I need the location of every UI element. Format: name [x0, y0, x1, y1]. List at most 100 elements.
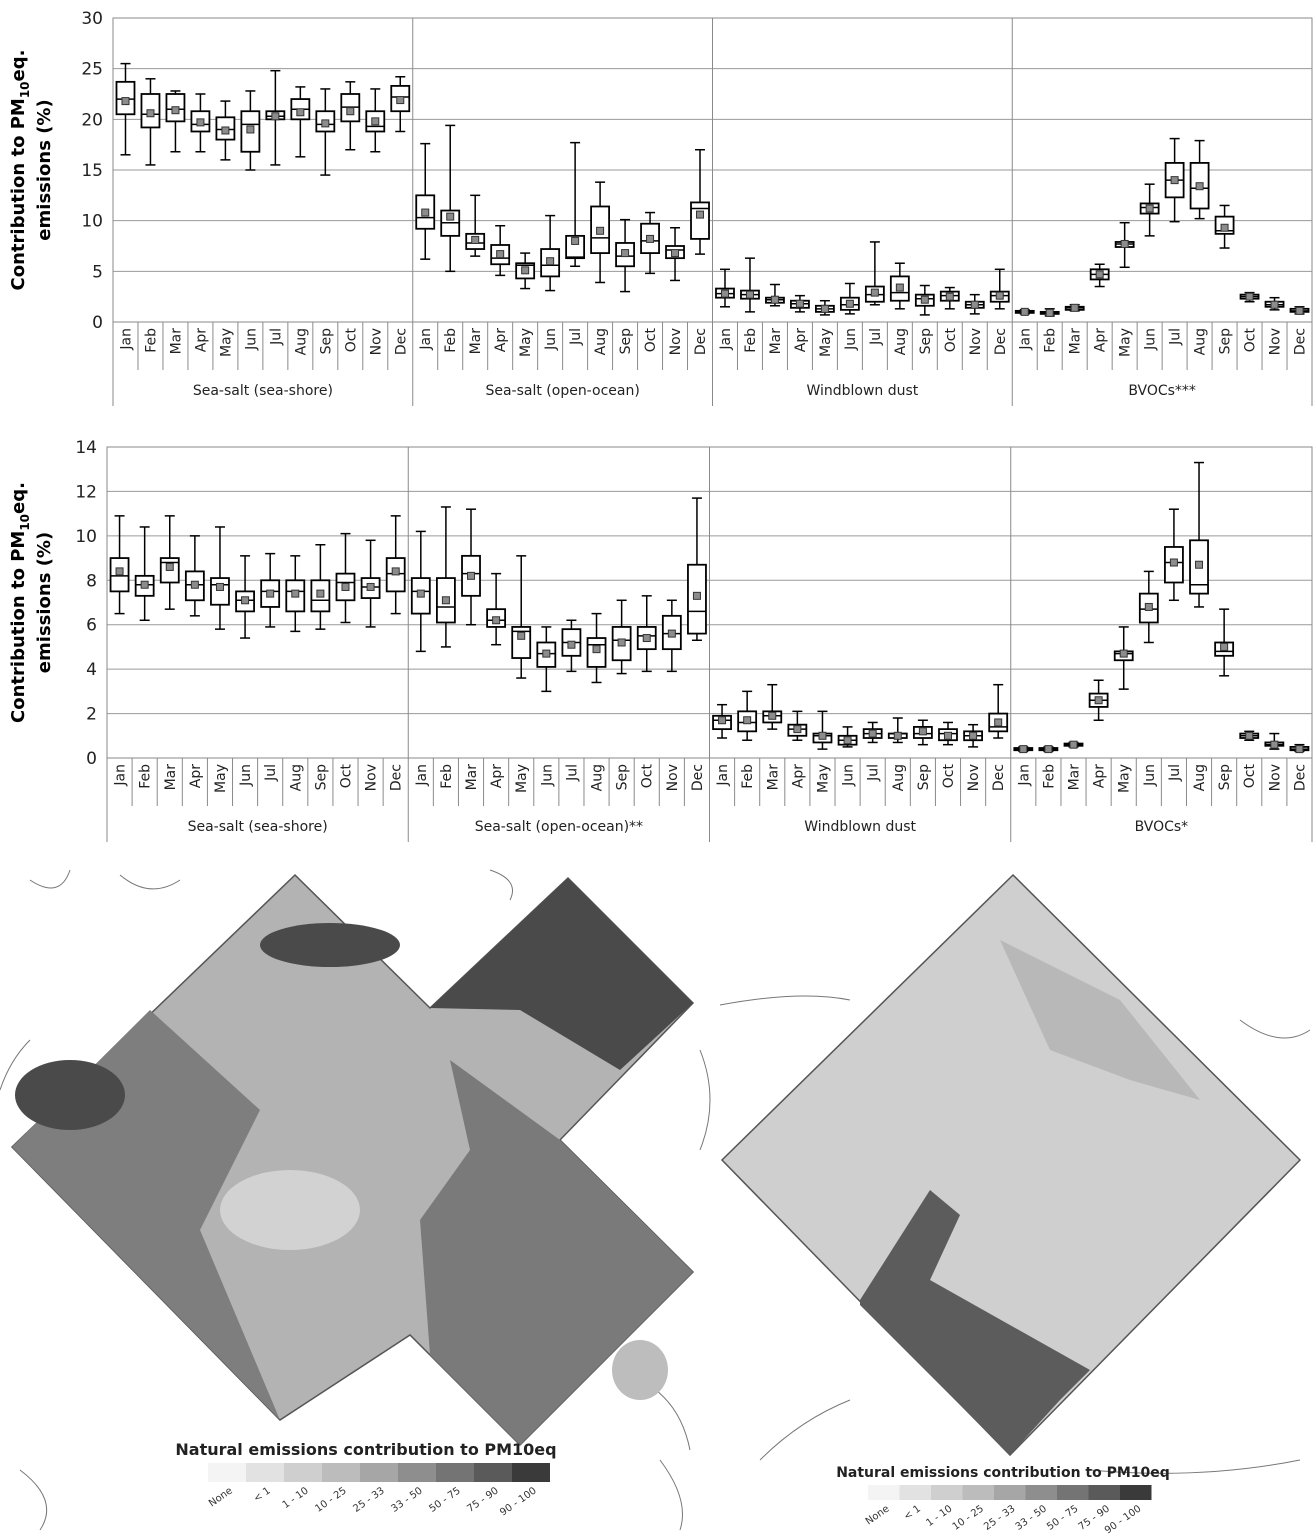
x-tick-label: Nov	[1268, 328, 1284, 355]
x-tick-label: Jan	[414, 764, 430, 787]
mean-marker	[943, 731, 952, 740]
mean-marker	[1145, 204, 1154, 213]
mean-marker	[571, 236, 580, 245]
mean-marker	[1144, 602, 1153, 611]
legend-label: 10 - 25	[951, 1503, 986, 1532]
legend-swatch	[474, 1463, 512, 1482]
x-tick-label: Apr	[1092, 764, 1108, 788]
x-tick-label: Jan	[1018, 328, 1034, 351]
legend-swatch	[436, 1463, 474, 1482]
mean-marker	[868, 729, 877, 738]
mean-marker	[820, 304, 829, 313]
x-tick-label: May	[213, 764, 229, 793]
x-tick-label: Mar	[1068, 328, 1084, 355]
mean-marker	[296, 108, 305, 117]
mean-marker	[1169, 558, 1178, 567]
x-tick-label: Jul	[1167, 764, 1183, 782]
x-tick-label: Feb	[740, 764, 756, 789]
mean-marker	[266, 589, 275, 598]
mean-marker	[895, 283, 904, 292]
legend-swatch	[208, 1463, 246, 1482]
legend-label: 75 - 90	[465, 1485, 500, 1514]
x-tick-label: Oct	[941, 764, 957, 789]
x-tick-label: Aug	[288, 764, 304, 791]
y-axis-label: Contribution to PM10eq.	[8, 482, 32, 723]
x-tick-label: Jan	[113, 764, 129, 787]
legend-label: 10 - 25	[313, 1485, 348, 1514]
mean-marker	[795, 299, 804, 308]
mean-marker	[1270, 740, 1279, 749]
y-axis-label: emissions (%)	[34, 99, 55, 240]
mean-marker	[346, 107, 355, 116]
mean-marker	[371, 117, 380, 126]
x-tick-label: Nov	[665, 764, 681, 791]
mean-marker	[421, 208, 430, 217]
group-label: Windblown dust	[806, 383, 918, 399]
x-tick-label: Oct	[1243, 328, 1259, 353]
x-tick-label: May	[1118, 328, 1134, 357]
legend-swatch	[868, 1485, 900, 1500]
x-tick-label: Oct	[343, 328, 359, 353]
x-tick-label: Dec	[993, 328, 1009, 355]
x-tick-label: Oct	[643, 328, 659, 353]
mean-marker	[1170, 176, 1179, 185]
mean-marker	[667, 629, 676, 638]
y-axis-label-subscript: 10	[18, 81, 32, 98]
y-axis-label: emissions (%)	[34, 532, 55, 673]
x-tick-label: Nov	[966, 764, 982, 791]
x-tick-label: Dec	[693, 328, 709, 355]
mean-marker	[492, 616, 501, 625]
mean-marker	[271, 112, 280, 121]
mean-marker	[517, 631, 526, 640]
x-tick-label: Mar	[765, 764, 781, 791]
mean-marker	[596, 226, 605, 235]
x-tick-label: Jun	[543, 328, 559, 351]
x-tick-label: Dec	[393, 328, 409, 355]
mean-marker	[396, 96, 405, 105]
x-tick-label: Sep	[916, 764, 932, 791]
legend-label: 25 - 33	[982, 1503, 1017, 1532]
mean-marker	[446, 212, 455, 221]
legend-label: 50 - 75	[1045, 1503, 1080, 1532]
legend-swatch	[1088, 1485, 1120, 1500]
mean-marker	[1094, 696, 1103, 705]
legend-swatch	[1057, 1485, 1089, 1500]
x-tick-label: Nov	[364, 764, 380, 791]
x-tick-label: Nov	[1267, 764, 1283, 791]
group-label: Sea-salt (open-ocean)**	[475, 819, 643, 835]
x-tick-label: Jul	[868, 328, 884, 346]
mean-marker	[592, 645, 601, 654]
legend-label: 33 - 50	[1014, 1503, 1049, 1532]
legend-label: 90 - 100	[498, 1485, 539, 1518]
mean-marker	[471, 235, 480, 244]
mean-marker	[467, 571, 476, 580]
mean-marker	[1245, 731, 1254, 740]
legend-swatch	[1120, 1485, 1152, 1500]
legend-label: 1 - 10	[281, 1485, 311, 1511]
x-tick-label: Sep	[1217, 764, 1233, 791]
y-tick-label: 12	[75, 482, 97, 502]
map-left	[0, 869, 711, 1531]
mean-marker	[692, 591, 701, 600]
y-tick-label: 25	[81, 60, 103, 80]
mean-marker	[196, 118, 205, 127]
x-tick-label: Aug	[590, 764, 606, 791]
x-tick-label: Feb	[439, 764, 455, 789]
x-tick-label: Apr	[188, 764, 204, 788]
mean-marker	[1119, 649, 1128, 658]
mean-marker	[1295, 306, 1304, 315]
x-tick-label: Sep	[918, 328, 934, 355]
mean-marker	[1220, 642, 1229, 651]
legend-label: None	[207, 1485, 235, 1509]
mean-marker	[617, 638, 626, 647]
legend-label: 25 - 33	[351, 1485, 386, 1514]
x-tick-label: Aug	[893, 328, 909, 355]
mean-marker	[341, 582, 350, 591]
y-tick-label: 20	[81, 110, 103, 130]
x-tick-label: Jan	[715, 764, 731, 787]
land-area	[220, 1170, 360, 1250]
legend-swatch	[512, 1463, 550, 1482]
legend-label: < 1	[252, 1485, 273, 1504]
mean-marker	[696, 210, 705, 219]
